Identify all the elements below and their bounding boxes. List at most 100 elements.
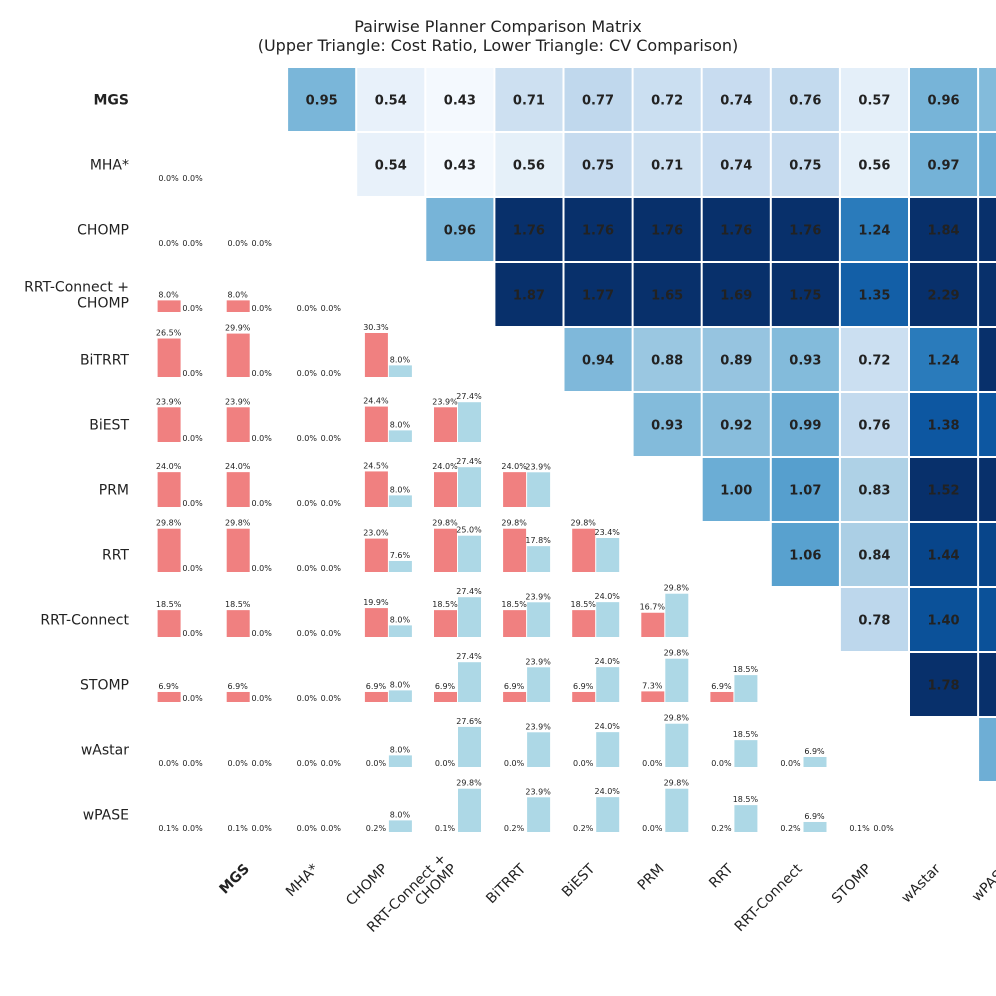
- cv-bar-label: 0.0%: [321, 629, 342, 638]
- cost-ratio-label: 0.72: [651, 94, 683, 109]
- cv-bar-row-planner: [503, 528, 527, 572]
- cost-ratio-cell: [910, 393, 978, 456]
- cv-bar-label: 23.9%: [525, 722, 551, 731]
- cv-bar-label: 0.0%: [297, 564, 318, 573]
- cost-ratio-cell: [564, 328, 632, 391]
- cv-bar-row-planner: [157, 528, 181, 572]
- cv-bar-col-planner: [527, 667, 551, 702]
- cv-bar-label: 0.0%: [321, 564, 342, 573]
- cv-bar-col-planner: [665, 593, 689, 637]
- cv-bar-label: 18.5%: [432, 600, 458, 609]
- cost-ratio-label: 1.24: [928, 354, 960, 369]
- cv-bar-row-planner: [226, 333, 250, 377]
- cost-ratio-cell: [840, 133, 908, 196]
- cv-bar-label: 0.0%: [297, 824, 318, 833]
- cv-bar-label: 27.6%: [456, 717, 482, 726]
- cost-ratio-cell: [771, 68, 839, 131]
- cv-bar-label: 0.0%: [435, 759, 456, 768]
- cv-bar-label: 8.0%: [390, 615, 411, 624]
- cost-ratio-label: 1.06: [789, 549, 821, 564]
- cv-bar-col-planner: [596, 732, 620, 767]
- cv-bar-label: 29.8%: [225, 519, 251, 528]
- cv-bar-label: 8.0%: [390, 680, 411, 689]
- col-label: STOMP: [829, 861, 875, 907]
- cost-ratio-label: 0.71: [651, 159, 683, 174]
- cv-bar-label: 0.0%: [252, 629, 273, 638]
- cost-ratio-cell: [840, 328, 908, 391]
- cv-bar-col-planner: [527, 472, 551, 507]
- cost-ratio-cell: [633, 328, 701, 391]
- cv-bar-label: 0.0%: [297, 694, 318, 703]
- cv-bar-label: 0.0%: [321, 434, 342, 443]
- cost-ratio-cell: [840, 588, 908, 651]
- cv-bar-col-planner: [458, 597, 481, 637]
- cv-bar-label: 6.9%: [711, 682, 732, 691]
- cv-bar-label: 0.0%: [182, 824, 203, 833]
- cost-ratio-cell: [702, 133, 770, 196]
- cv-bar-label: 0.0%: [321, 824, 342, 833]
- cv-bar-label: 0.2%: [711, 824, 732, 833]
- cv-bar-label: 0.0%: [182, 174, 203, 183]
- cost-ratio-label: 0.74: [720, 159, 752, 174]
- cv-bar-row-planner: [226, 691, 250, 702]
- cv-bar-label: 23.0%: [363, 529, 389, 538]
- col-label: wPASE: [969, 861, 996, 905]
- cv-bar-col-planner: [388, 495, 412, 507]
- cost-ratio-label: 0.43: [444, 159, 476, 174]
- cv-bar-label: 29.8%: [664, 584, 690, 593]
- col-label: CHOMP: [343, 861, 391, 909]
- cv-bar-label: 0.1%: [849, 824, 870, 833]
- cv-bar-label: 29.8%: [664, 714, 690, 723]
- cv-bar-label: 0.0%: [252, 369, 273, 378]
- cost-ratio-cell: [840, 198, 908, 261]
- cv-bar-col-planner: [527, 797, 551, 832]
- cv-bar-label: 0.0%: [297, 304, 318, 313]
- cv-bar-label: 0.0%: [366, 759, 387, 768]
- col-label: BiTRRT: [483, 861, 529, 907]
- cv-bar-label: 29.8%: [664, 779, 690, 788]
- cv-bar-col-planner: [596, 602, 620, 637]
- cv-bar-row-planner: [364, 608, 388, 637]
- cv-bar-label: 23.9%: [156, 397, 182, 406]
- cv-bar-label: 0.0%: [711, 759, 732, 768]
- cv-bar-row-planner: [226, 472, 250, 507]
- cv-bar-label: 0.0%: [252, 694, 273, 703]
- cv-bar-label: 24.0%: [594, 592, 620, 601]
- cost-ratio-cell: [771, 393, 839, 456]
- cv-bar-row-planner: [157, 407, 181, 442]
- cost-ratio-label: 1.07: [789, 484, 821, 499]
- cost-ratio-cell: [633, 68, 701, 131]
- cv-bar-label: 24.5%: [363, 461, 389, 470]
- cost-ratio-label: 1.76: [582, 224, 614, 239]
- cv-bar-label: 27.4%: [456, 587, 482, 596]
- cost-ratio-label: 0.97: [928, 159, 960, 174]
- cv-bar-label: 6.9%: [366, 682, 387, 691]
- cv-bar-label: 6.9%: [804, 747, 825, 756]
- cost-ratio-label: 1.75: [789, 289, 821, 304]
- cv-bar-col-planner: [527, 732, 551, 767]
- cost-ratio-cell: [702, 393, 770, 456]
- cost-ratio-cell: [771, 523, 839, 586]
- cv-bar-label: 24.0%: [156, 462, 182, 471]
- cost-ratio-cell: [564, 198, 632, 261]
- cost-ratio-label: 0.56: [513, 159, 545, 174]
- cost-ratio-label: 1.65: [651, 289, 683, 304]
- cost-ratio-label: 0.88: [651, 354, 683, 369]
- cv-bar-label: 0.0%: [321, 759, 342, 768]
- cv-bar-row-planner: [434, 472, 457, 507]
- cv-bar-label: 23.9%: [432, 397, 458, 406]
- cv-bar-label: 0.0%: [321, 369, 342, 378]
- cv-bar-label: 0.0%: [252, 434, 273, 443]
- row-label: PRM: [99, 483, 129, 499]
- cost-ratio-label: 0.56: [858, 159, 890, 174]
- cv-bar-label: 27.4%: [456, 457, 482, 466]
- cv-bar-col-planner: [388, 820, 412, 832]
- cv-bar-row-planner: [710, 691, 734, 702]
- cv-bar-label: 23.9%: [525, 592, 551, 601]
- row-label: MGS: [93, 93, 129, 109]
- cost-ratio-label: 0.96: [444, 224, 476, 239]
- cv-bar-label: 24.0%: [225, 462, 251, 471]
- cost-ratio-label: 0.89: [720, 354, 752, 369]
